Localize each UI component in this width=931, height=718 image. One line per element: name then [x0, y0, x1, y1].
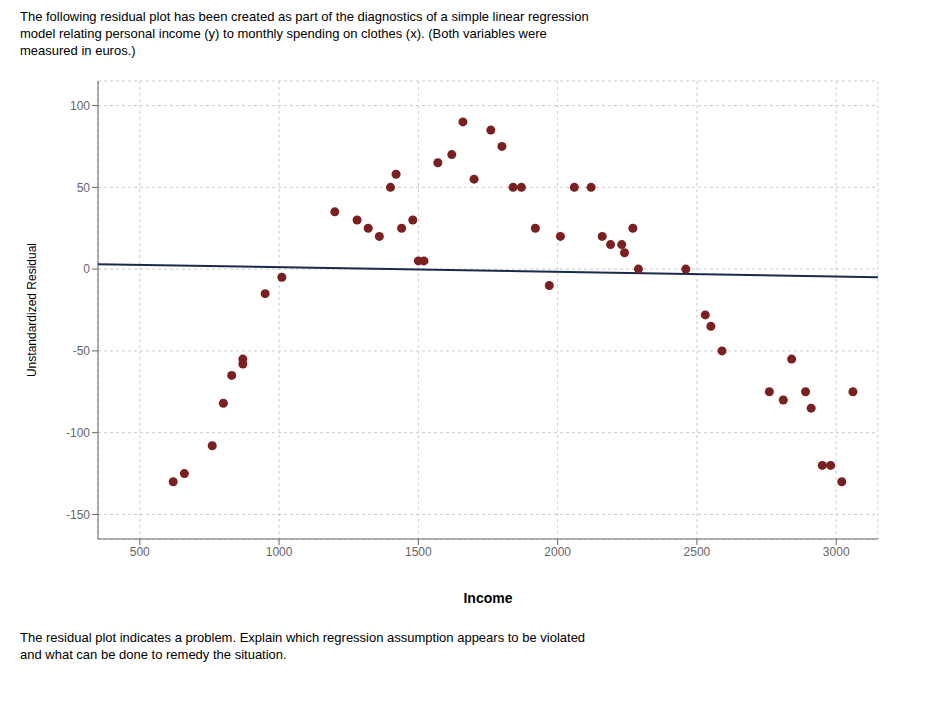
svg-text:-50: -50: [73, 344, 91, 358]
svg-text:2000: 2000: [544, 545, 571, 559]
svg-text:-100: -100: [66, 426, 90, 440]
svg-text:3000: 3000: [823, 545, 850, 559]
svg-text:500: 500: [130, 545, 150, 559]
svg-text:2500: 2500: [684, 545, 711, 559]
html-text:The following residual plot ha: The following residual plot has been cre…: [20, 9, 589, 58]
svg-text:1500: 1500: [405, 545, 432, 559]
svg-text:1000: 1000: [266, 545, 293, 559]
svg-text:-150: -150: [66, 508, 90, 522]
svg-text:50: 50: [77, 181, 91, 195]
svg-text:100: 100: [70, 99, 90, 113]
svg-text:0: 0: [83, 262, 90, 276]
svg-text:Income: Income: [463, 590, 512, 606]
html-text:The residual plot indicates a: The residual plot indicates a problem. E…: [20, 630, 586, 662]
svg-text:Unstandardized Residual: Unstandardized Residual: [25, 243, 39, 377]
